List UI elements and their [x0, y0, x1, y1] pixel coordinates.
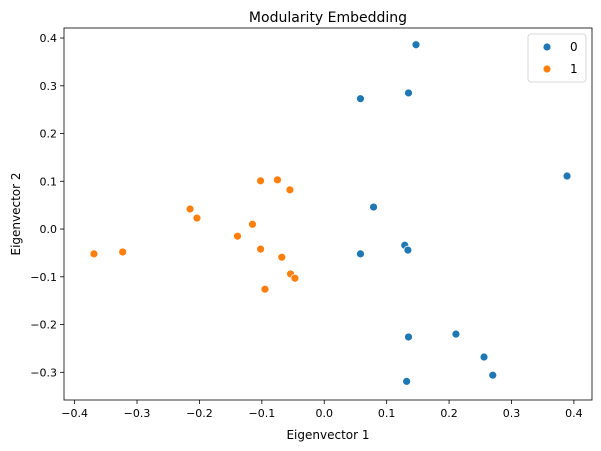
point-series-0: [488, 370, 498, 380]
point-series-0: [403, 245, 413, 255]
point-series-1: [256, 244, 265, 254]
plot-frame: [63, 27, 593, 401]
point-series-1: [233, 231, 242, 241]
point-series-0: [451, 329, 461, 339]
point-series-1: [260, 284, 270, 294]
chart-title: Modularity Embedding: [249, 10, 407, 26]
point-series-1: [185, 204, 195, 214]
y-tick-label: −0.2: [30, 319, 57, 332]
y-axis-label: Eigenvector 2: [9, 172, 23, 255]
legend-label: 0: [570, 40, 578, 54]
point-series-0: [411, 40, 421, 50]
point-series-0: [404, 88, 413, 98]
point-series-1: [256, 176, 265, 186]
y-tick-label: 0.2: [40, 128, 58, 141]
point-series-0: [356, 94, 365, 104]
y-tick-label: 0.0: [40, 223, 58, 236]
x-tick-label: −0.4: [61, 407, 88, 420]
point-series-0: [562, 171, 572, 181]
legend: 01: [527, 33, 587, 83]
x-tick-label: 0.0: [316, 407, 334, 420]
point-series-1: [285, 185, 295, 195]
point-series-1: [192, 213, 202, 223]
y-tick-label: 0.1: [40, 175, 58, 188]
y-tick-label: −0.1: [30, 271, 57, 284]
point-series-1: [273, 175, 282, 185]
legend-box: [527, 33, 587, 83]
point-series-1: [290, 273, 300, 283]
x-tick-label: −0.3: [124, 407, 151, 420]
y-tick-label: 0.3: [40, 80, 58, 93]
point-series-0: [479, 352, 489, 362]
legend-label: 1: [570, 62, 578, 76]
legend-marker: [542, 64, 552, 74]
point-series-0: [404, 332, 413, 342]
point-series-1: [248, 219, 257, 229]
point-series-1: [277, 252, 287, 262]
y-tick-label: −0.3: [30, 366, 57, 379]
y-tick-label: 0.4: [40, 32, 58, 45]
legend-marker: [542, 42, 552, 52]
point-series-0: [356, 249, 365, 259]
x-tick-label: −0.2: [186, 407, 213, 420]
x-tick-label: 0.1: [378, 407, 396, 420]
x-tick-label: 0.2: [440, 407, 458, 420]
point-series-1: [118, 247, 128, 257]
x-tick-label: −0.1: [248, 407, 275, 420]
point-series-1: [89, 249, 99, 259]
point-series-0: [402, 376, 412, 386]
x-tick-label: 0.4: [565, 407, 583, 420]
x-tick-label: 0.3: [503, 407, 521, 420]
x-axis-label: Eigenvector 1: [286, 428, 369, 442]
point-series-0: [369, 202, 378, 212]
